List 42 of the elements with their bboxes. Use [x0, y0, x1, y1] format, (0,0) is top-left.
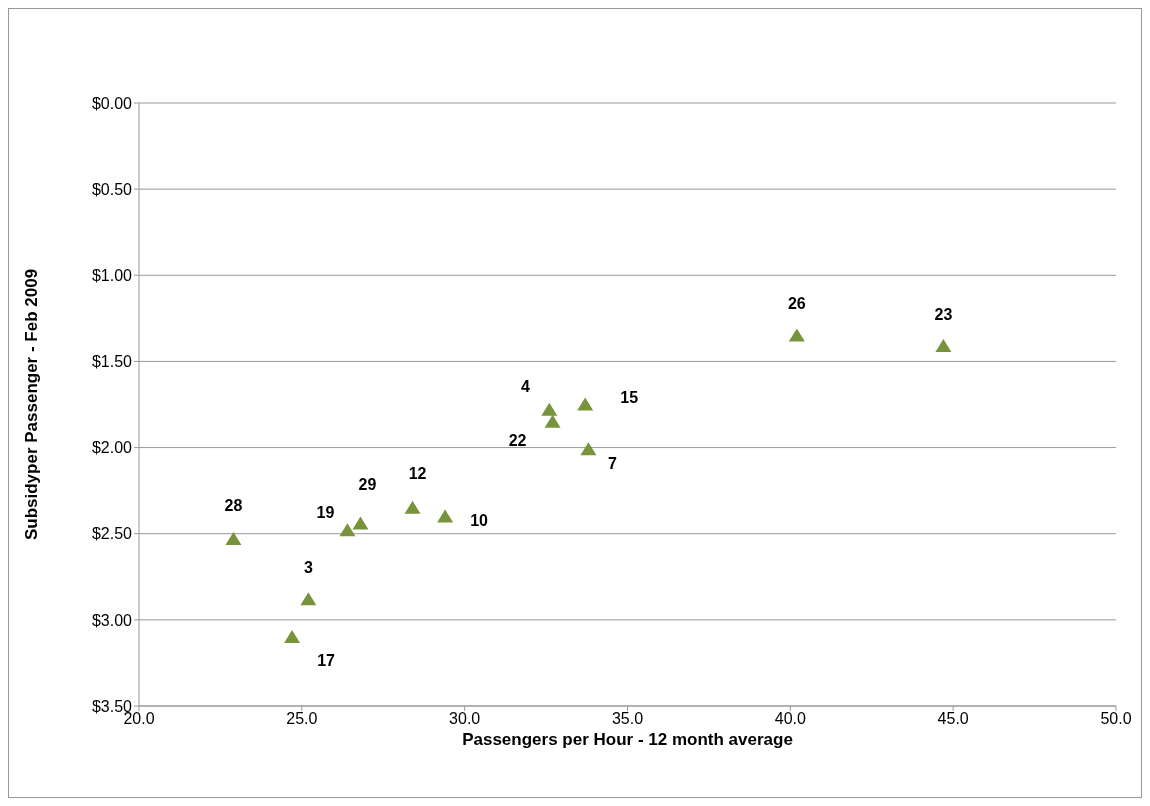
annotation: 10 [470, 511, 489, 529]
point [437, 509, 454, 523]
point [935, 338, 952, 352]
y-axis-title: Subsidyper Passenger - Feb 2009 [22, 268, 42, 541]
annotation: 26 [787, 295, 806, 313]
x-axis-title: Passengers per Hour - 12 month average [462, 730, 793, 749]
x-tick-label: 45.0 [937, 710, 969, 728]
point [300, 592, 317, 606]
annotation: 22 [508, 432, 527, 450]
point [580, 442, 597, 456]
annotation: 28 [224, 497, 243, 515]
x-tick-label: 35.0 [611, 710, 644, 728]
annotation: 29 [358, 475, 377, 493]
y-tick-label: $3.50 [91, 697, 133, 715]
point [352, 516, 369, 530]
y-tick-label: $2.50 [91, 525, 133, 543]
point [339, 523, 356, 537]
point [788, 328, 805, 342]
x-tick-label: 50.0 [1100, 710, 1132, 728]
y-tick-label: $3.00 [91, 611, 133, 629]
y-tick-label: $1.50 [91, 353, 133, 371]
annotation: 4 [520, 378, 530, 396]
y-tick-label: $0.00 [91, 94, 133, 112]
annotation: 7 [607, 454, 617, 472]
point [541, 402, 558, 416]
annotation: 23 [934, 306, 953, 324]
annotation: 15 [620, 389, 639, 406]
y-tick-label: $2.00 [91, 439, 133, 457]
point [284, 630, 301, 644]
annotation: 19 [316, 503, 335, 521]
point [404, 500, 421, 514]
point [225, 531, 242, 545]
annotation: 3 [303, 558, 313, 576]
y-tick-label: $0.50 [91, 180, 133, 198]
x-tick-label: 30.0 [449, 710, 481, 728]
annotation: 17 [317, 651, 336, 669]
annotation: 12 [408, 465, 427, 483]
point [577, 397, 594, 411]
point [544, 414, 561, 428]
x-tick-label: 40.0 [774, 710, 807, 728]
y-tick-label: $1.00 [91, 266, 133, 284]
x-tick-label: 25.0 [286, 710, 318, 728]
